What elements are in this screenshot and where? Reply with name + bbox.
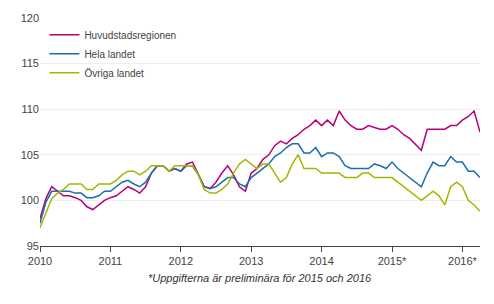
svg-text:2012: 2012	[169, 255, 193, 267]
svg-text:115: 115	[21, 57, 39, 69]
svg-text:2015*: 2015*	[378, 255, 407, 267]
svg-text:120: 120	[21, 12, 39, 24]
svg-text:2010: 2010	[28, 255, 52, 267]
svg-text:Övriga landet: Övriga landet	[84, 68, 144, 79]
svg-text:100: 100	[21, 194, 39, 206]
svg-text:105: 105	[21, 149, 39, 161]
svg-text:*Uppgifterna är preliminära fö: *Uppgifterna är preliminära för 2015 och…	[148, 272, 372, 284]
svg-text:2016*: 2016*	[448, 255, 477, 267]
svg-text:2014: 2014	[309, 255, 333, 267]
svg-text:110: 110	[21, 103, 39, 115]
svg-text:Huvudstadsregionen: Huvudstadsregionen	[84, 30, 176, 41]
svg-text:95: 95	[27, 240, 39, 252]
svg-text:Hela landet: Hela landet	[84, 49, 135, 60]
svg-text:2013: 2013	[239, 255, 263, 267]
svg-text:2011: 2011	[99, 255, 123, 267]
